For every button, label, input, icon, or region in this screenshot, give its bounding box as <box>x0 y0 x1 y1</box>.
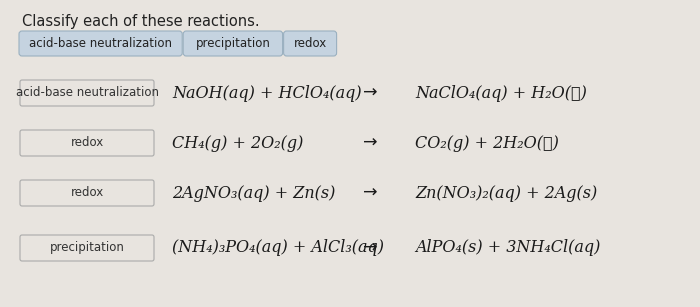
FancyBboxPatch shape <box>20 80 154 106</box>
Text: acid-base neutralization: acid-base neutralization <box>15 87 158 99</box>
FancyBboxPatch shape <box>20 130 154 156</box>
FancyBboxPatch shape <box>20 235 154 261</box>
FancyBboxPatch shape <box>183 31 283 56</box>
Text: NaClO₄(aq) + H₂O(ℓ): NaClO₄(aq) + H₂O(ℓ) <box>415 84 587 102</box>
Text: precipitation: precipitation <box>50 242 125 255</box>
Text: (NH₄)₃PO₄(aq) + AlCl₃(aq): (NH₄)₃PO₄(aq) + AlCl₃(aq) <box>172 239 384 257</box>
Text: CH₄(g) + 2O₂(g): CH₄(g) + 2O₂(g) <box>172 134 303 151</box>
Text: AlPO₄(s) + 3NH₄Cl(aq): AlPO₄(s) + 3NH₄Cl(aq) <box>415 239 601 257</box>
Text: NaOH(aq) + HClO₄(aq): NaOH(aq) + HClO₄(aq) <box>172 84 362 102</box>
Text: redox: redox <box>71 186 104 200</box>
Text: →: → <box>363 134 377 152</box>
Text: redox: redox <box>293 37 327 50</box>
Text: 2AgNO₃(aq) + Zn(s): 2AgNO₃(aq) + Zn(s) <box>172 185 335 201</box>
Text: CO₂(g) + 2H₂O(ℓ): CO₂(g) + 2H₂O(ℓ) <box>415 134 559 151</box>
Text: precipitation: precipitation <box>195 37 270 50</box>
Text: →: → <box>363 84 377 102</box>
FancyBboxPatch shape <box>19 31 182 56</box>
Text: →: → <box>363 184 377 202</box>
Text: Zn(NO₃)₂(aq) + 2Ag(s): Zn(NO₃)₂(aq) + 2Ag(s) <box>415 185 597 201</box>
Text: Classify each of these reactions.: Classify each of these reactions. <box>22 14 260 29</box>
FancyBboxPatch shape <box>284 31 337 56</box>
Text: →: → <box>363 239 377 257</box>
Text: redox: redox <box>71 137 104 150</box>
FancyBboxPatch shape <box>20 180 154 206</box>
Text: acid-base neutralization: acid-base neutralization <box>29 37 172 50</box>
